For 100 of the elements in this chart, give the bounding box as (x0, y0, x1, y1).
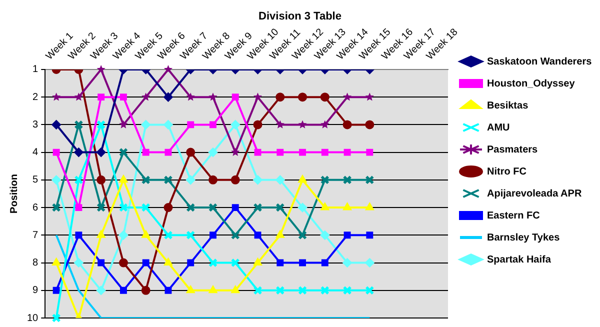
point (231, 231, 240, 240)
y-tick-label: 8 (32, 258, 39, 269)
point (96, 64, 106, 74)
point (52, 92, 61, 101)
point (52, 203, 60, 212)
point (74, 148, 84, 157)
point (298, 120, 307, 128)
point (74, 120, 83, 129)
point (321, 148, 328, 156)
y-tick-label: 4 (32, 147, 39, 158)
y-tick-label: 10 (27, 312, 39, 324)
legend-label: Nitro FC (487, 166, 526, 178)
point (164, 148, 172, 156)
point (96, 286, 106, 295)
point (298, 175, 307, 183)
point (97, 230, 106, 238)
point (232, 204, 239, 212)
point (208, 175, 218, 184)
point (210, 232, 216, 239)
point (186, 203, 195, 212)
point (366, 232, 374, 239)
point (96, 175, 106, 184)
point (276, 203, 284, 212)
y-tick-label: 6 (32, 202, 39, 214)
point (208, 148, 218, 157)
point (298, 231, 307, 240)
point (343, 286, 352, 295)
point (320, 92, 330, 102)
point (52, 314, 60, 322)
point (276, 259, 284, 266)
y-tick-label: 7 (32, 230, 39, 241)
point (164, 92, 173, 102)
point (119, 203, 128, 212)
point (365, 258, 374, 268)
point (164, 120, 173, 130)
point (96, 120, 106, 129)
point (119, 175, 128, 183)
point (276, 286, 284, 295)
point (187, 121, 194, 128)
point (52, 120, 61, 130)
legend-label: Eastern FC (487, 210, 540, 222)
point (343, 176, 352, 184)
point (366, 148, 374, 156)
point (276, 175, 285, 184)
y-tick-label: 5 (32, 174, 39, 186)
point (186, 231, 195, 240)
point (142, 230, 150, 238)
point (276, 120, 284, 128)
point (142, 176, 150, 184)
point (342, 258, 352, 268)
point (98, 94, 105, 101)
point (298, 203, 308, 212)
point (164, 176, 172, 184)
legend-label: Barnsley Tykes (487, 232, 560, 244)
point (75, 232, 82, 239)
point (276, 92, 285, 102)
point (320, 286, 330, 295)
point (118, 258, 128, 268)
point (142, 259, 150, 266)
point (298, 286, 307, 295)
legend-label: Saskatoon Wanderers (487, 56, 592, 68)
point (254, 232, 262, 239)
point (164, 203, 173, 212)
point (254, 203, 262, 212)
y-tick-label: 9 (32, 285, 39, 296)
point (98, 259, 105, 266)
point (299, 259, 306, 266)
point (142, 203, 150, 212)
point (119, 148, 128, 156)
y-tick-label: 1 (32, 64, 39, 76)
point (164, 258, 172, 266)
point (208, 92, 218, 101)
legend-label: Pasmaters (487, 144, 538, 156)
point (231, 258, 240, 267)
point (208, 258, 218, 267)
legend-label: Spartak Haifa (487, 254, 552, 266)
point (120, 94, 127, 101)
point (141, 120, 150, 130)
point (231, 286, 240, 294)
point (75, 204, 82, 212)
point (74, 92, 83, 101)
point (344, 232, 351, 239)
y-tick-label: 3 (32, 119, 39, 130)
point (232, 94, 239, 101)
point (187, 259, 194, 266)
point (276, 230, 284, 238)
point (231, 148, 240, 156)
y-tick-label: 2 (32, 92, 39, 103)
point (343, 92, 352, 101)
point (230, 175, 240, 184)
legend-label: Besiktas (487, 100, 529, 112)
point (299, 148, 306, 156)
point (74, 176, 83, 184)
point (366, 203, 374, 210)
point (141, 286, 150, 295)
point (254, 258, 262, 266)
point (120, 286, 127, 294)
point (342, 120, 352, 130)
point (142, 148, 150, 156)
point (365, 92, 374, 101)
